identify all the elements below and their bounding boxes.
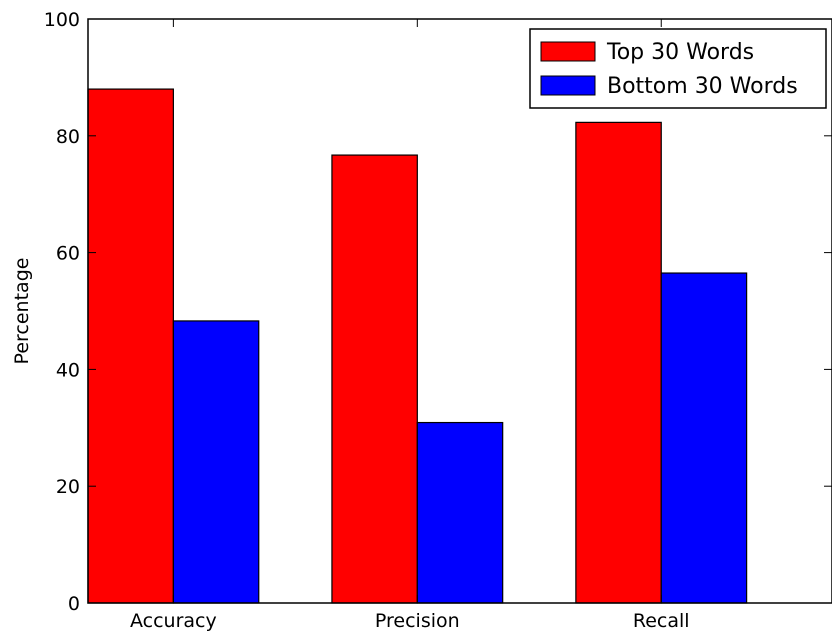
x-tick-label-precision: Precision (375, 610, 460, 632)
x-tick-label-accuracy: Accuracy (130, 610, 217, 632)
bar-accuracy-series-1 (87, 88, 174, 604)
legend-swatch-bottom-30 (540, 75, 596, 96)
y-tick-label: 40 (56, 359, 80, 381)
x-tick-label-recall: Recall (633, 610, 690, 632)
y-axis-label: Percentage (11, 258, 33, 365)
legend-label-bottom-30: Bottom 30 Words (607, 74, 798, 99)
y-tick-label: 0 (68, 593, 80, 615)
y-axis-ticks: 0 20 40 60 80 100 (44, 9, 832, 615)
y-tick-label: 80 (56, 126, 80, 148)
bar-recall-series-2 (660, 272, 748, 604)
bar-accuracy-series-2 (172, 320, 260, 604)
legend: Top 30 Words Bottom 30 Words (529, 28, 827, 109)
x-axis-ticks: Accuracy Precision Recall (130, 19, 690, 632)
y-tick-label: 60 (56, 243, 80, 265)
bar-recall-series-1 (575, 121, 662, 604)
y-tick-label: 100 (44, 9, 80, 31)
y-tick-label: 20 (56, 476, 80, 498)
legend-label-top-30: Top 30 Words (606, 40, 754, 65)
bar-precision-series-1 (331, 154, 418, 604)
legend-swatch-top-30 (540, 41, 596, 62)
bar-precision-series-2 (416, 421, 504, 604)
bars-group (87, 88, 748, 604)
plot-frame (87, 18, 832, 604)
